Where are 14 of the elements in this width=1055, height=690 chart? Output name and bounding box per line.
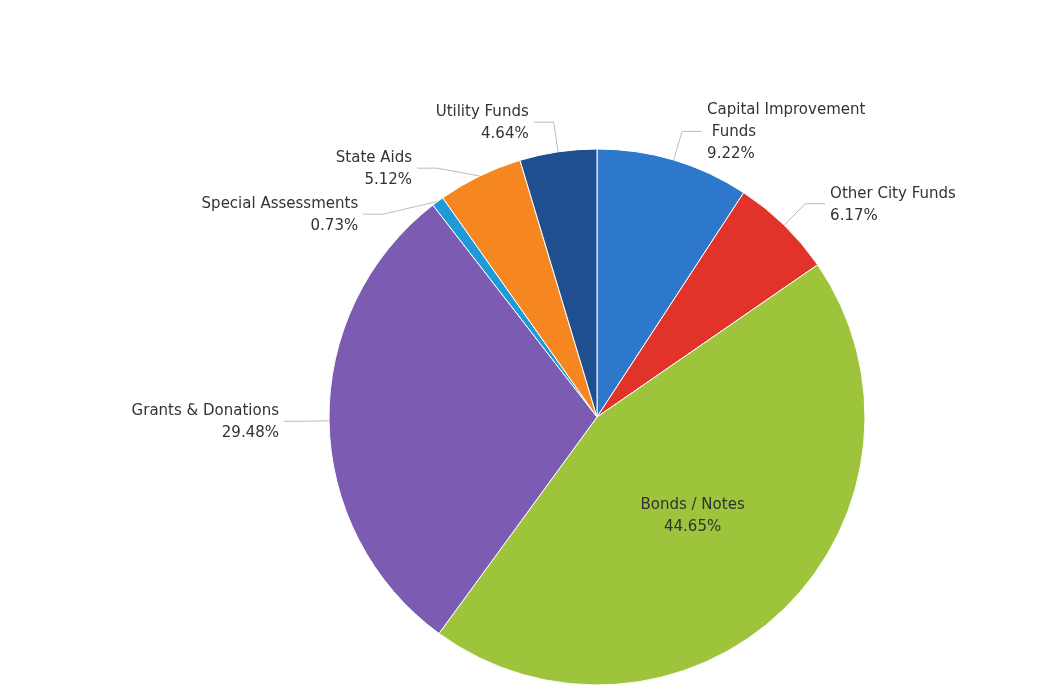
data-label: 4.64%	[481, 124, 529, 143]
slice-label: State Aids	[335, 148, 413, 167]
data-label: 0.73%	[310, 216, 359, 235]
slice-label: Capital Improvement Funds	[707, 100, 866, 141]
data-label: 9.22%	[707, 144, 755, 163]
data-label: 29.48%	[221, 423, 280, 442]
slice-label: Special Assessments	[201, 194, 359, 213]
slice-label: Other City Funds	[830, 183, 956, 202]
slice-label: Utility Funds	[435, 102, 529, 121]
slice-label: Grants & Donations	[131, 401, 280, 420]
data-label: 44.65%	[663, 517, 722, 536]
slice-label: Bonds / Notes	[640, 495, 745, 514]
data-label: 6.17%	[830, 205, 878, 224]
data-label: 5.12%	[364, 170, 413, 189]
